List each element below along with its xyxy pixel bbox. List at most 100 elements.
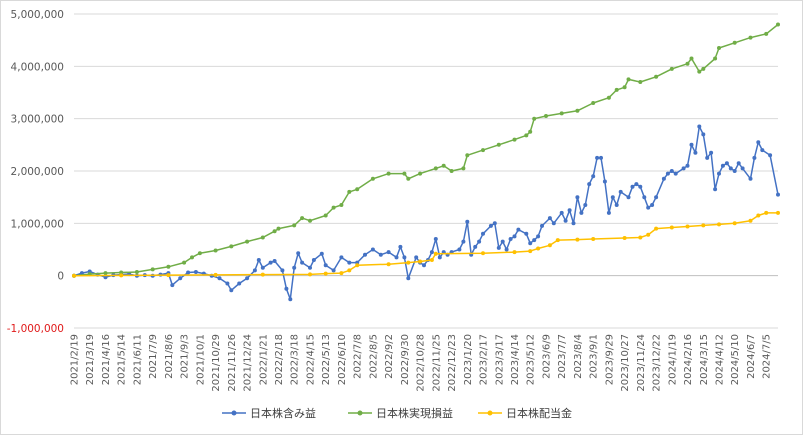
data-point (717, 46, 721, 50)
data-point (591, 237, 596, 241)
data-point (701, 66, 706, 71)
data-point (370, 176, 375, 181)
data-point (504, 247, 509, 252)
data-point (732, 221, 737, 226)
x-tick-label: 2023/4/14 (510, 334, 521, 385)
data-point (551, 221, 556, 226)
data-point (654, 226, 659, 231)
data-point (319, 251, 324, 256)
data-point (433, 251, 438, 256)
data-point (697, 69, 702, 74)
data-point (477, 239, 482, 244)
series-2 (72, 22, 780, 278)
data-point (705, 155, 710, 160)
data-point (433, 237, 438, 241)
data-point (638, 184, 643, 189)
data-point (433, 166, 438, 171)
data-point (500, 239, 505, 244)
x-tick-label: 2021/4/16 (101, 334, 112, 385)
data-point (717, 171, 721, 176)
data-point (591, 101, 596, 105)
legend-item: 日本株含み益 (222, 406, 316, 420)
x-tick-label: 2024/5/10 (730, 334, 741, 385)
data-point (728, 166, 733, 171)
data-point (720, 163, 725, 168)
data-point (465, 219, 470, 224)
data-point (540, 223, 544, 228)
data-point (634, 182, 639, 187)
data-point (681, 166, 686, 171)
series-layer (72, 22, 780, 302)
data-point (418, 259, 423, 264)
x-tick-label: 2024/2/16 (683, 334, 694, 385)
data-point (229, 288, 234, 293)
x-tick-label: 2023/1/20 (463, 334, 474, 385)
data-point (182, 260, 187, 265)
x-tick-label: 2021/10/29 (211, 334, 222, 392)
x-tick-label: 2023/3/17 (494, 334, 505, 385)
data-point (602, 179, 607, 184)
data-point (213, 272, 218, 277)
data-point (559, 111, 564, 116)
x-tick-label: 2024/1/19 (667, 334, 678, 385)
data-point (339, 271, 344, 276)
x-tick-label: 2024/3/15 (699, 334, 710, 385)
data-point (72, 273, 76, 278)
x-tick-label: 2023/9/1 (589, 334, 600, 379)
data-point (626, 195, 631, 200)
x-tick-label: 2023/5/12 (526, 334, 537, 385)
data-point (776, 22, 780, 27)
data-point (650, 203, 655, 207)
data-point (532, 238, 537, 243)
data-point (457, 247, 462, 252)
legend-label: 日本株含み益 (250, 406, 316, 420)
data-point (532, 116, 537, 121)
data-point (748, 176, 753, 181)
data-point (103, 271, 108, 276)
data-point (347, 260, 352, 265)
data-point (481, 231, 485, 236)
data-point (512, 137, 517, 142)
y-tick-label: -1,000,000 (7, 323, 64, 335)
legend-marker-icon (487, 410, 493, 416)
legend: 日本株含み益 日本株実現損益 日本株配当金 (222, 406, 572, 420)
x-tick-label: 2022/10/28 (416, 334, 427, 392)
data-point (473, 244, 478, 249)
data-point (252, 268, 257, 273)
data-point (245, 276, 250, 281)
data-point (614, 87, 619, 92)
data-point (386, 171, 391, 176)
y-tick-label: 2,000,000 (11, 166, 64, 178)
data-point (685, 61, 690, 66)
data-point (268, 260, 273, 265)
x-tick-label: 2022/2/18 (274, 334, 285, 385)
data-point (701, 132, 706, 137)
data-point (599, 155, 603, 160)
data-point (536, 234, 541, 239)
data-point (276, 226, 281, 231)
data-point (685, 163, 690, 168)
data-point (776, 210, 780, 215)
y-tick-label: 5,000,000 (11, 9, 64, 21)
data-point (736, 161, 741, 166)
data-point (669, 225, 674, 230)
x-tick-label: 2022/1/21 (258, 334, 269, 385)
x-tick-label: 2022/5/13 (321, 334, 332, 385)
data-point (402, 171, 407, 176)
data-point (732, 169, 737, 173)
data-point (606, 95, 611, 100)
data-point (571, 221, 576, 226)
data-point (197, 251, 202, 256)
data-point (614, 203, 619, 207)
data-point (308, 272, 312, 277)
data-point (308, 265, 312, 270)
x-tick-label: 2023/6/9 (541, 334, 552, 379)
data-point (713, 56, 718, 61)
x-tick-label: 2022/8/5 (368, 334, 379, 379)
data-point (563, 218, 568, 223)
legend-label: 日本株実現損益 (376, 406, 453, 420)
data-point (461, 166, 466, 171)
data-point (689, 56, 694, 61)
data-point (422, 263, 426, 268)
